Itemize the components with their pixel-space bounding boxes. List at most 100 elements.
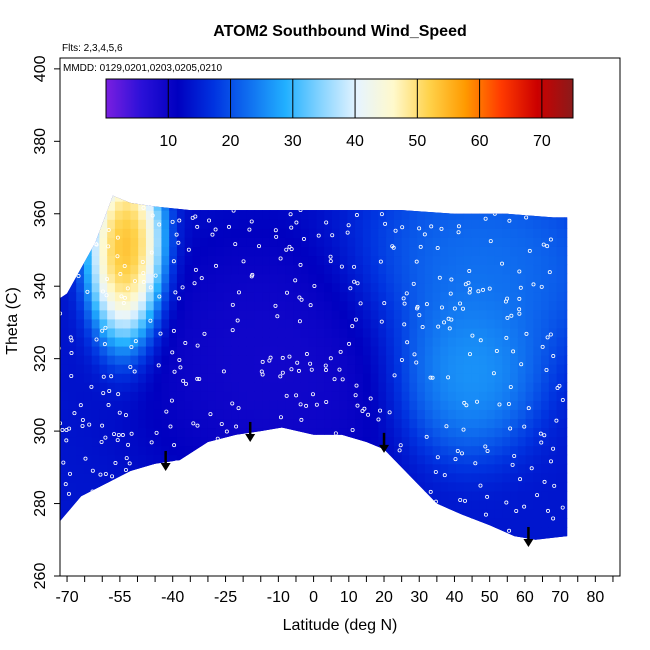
field-cell [99,499,108,510]
observation-point [424,302,429,307]
field-cell [60,255,70,266]
field-cell [184,195,194,202]
field-cell [277,499,287,510]
field-cell [316,327,325,338]
y-tick-label: 320 [32,345,49,372]
field-cell [238,291,248,302]
field-cell [300,518,310,528]
field-cell [556,499,565,510]
observation-point [350,324,355,329]
x-tick-label: -55 [108,589,131,606]
field-cell [424,300,434,311]
field-cell [138,345,147,356]
field-cell [355,463,364,474]
observation-point [524,215,529,220]
field-cell [91,481,101,492]
field-cell [495,183,503,193]
field-cell [138,336,147,347]
field-cell [215,246,225,257]
field-cell [231,472,240,483]
field-cell [107,219,116,229]
field-cell [347,472,356,483]
field-cell [533,545,541,555]
field-cell [161,508,170,519]
field-cell [339,436,348,447]
field-cell [355,391,364,401]
field-cell [254,436,263,447]
field-cell [215,219,225,229]
field-cell [378,373,387,383]
field-cell [510,273,519,284]
field-cell [502,418,511,429]
field-cell [455,382,465,392]
field-cell [308,481,318,492]
field-cell [107,454,116,465]
field-cell [370,219,379,229]
field-cell [471,481,480,492]
field-cell [114,219,124,229]
field-cell [533,255,542,266]
field-cell [386,345,395,356]
field-cell [169,255,178,266]
field-cell [548,282,558,293]
field-cell [184,336,194,347]
field-cell [355,409,364,420]
field-cell [556,409,565,420]
field-cell [161,391,170,401]
observation-point [378,259,383,264]
down-arrow-marker [160,450,171,471]
field-cell [200,409,209,420]
field-cell [114,508,124,519]
field-cell [114,345,124,356]
field-cell [564,463,568,474]
field-cell [231,454,240,465]
observation-point [345,230,350,235]
field-cell [355,336,364,347]
field-cell [200,391,209,401]
observation-point [347,341,352,346]
field-cell [161,490,170,501]
field-cell [502,327,511,338]
field-cell [494,255,503,266]
field-cell [76,364,85,374]
field-cell [455,355,465,365]
field-cell [548,355,558,365]
field-cell [99,210,108,220]
field-cell [176,445,186,456]
field-cell [192,409,201,420]
field-cell [76,255,85,266]
field-cell [161,536,170,540]
field-cell [301,545,309,555]
field-cell [316,264,325,275]
arrow-markers [160,421,534,548]
field-cell [223,481,232,492]
field-cell [269,418,279,429]
field-cell [60,536,70,540]
field-cell [541,418,550,429]
field-cell [378,291,387,302]
field-cell [91,300,101,311]
field-cell [572,482,580,492]
field-cell [192,201,201,211]
field-cell [153,246,163,257]
field-cell [145,463,155,474]
observation-point [249,219,254,224]
observation-point [439,226,444,231]
observation-point [260,507,265,512]
observation-point [511,349,516,354]
observation-point [144,527,149,532]
field-cell [277,463,287,474]
field-cell [99,264,108,275]
observation-point [268,505,273,510]
field-cell [99,536,108,540]
field-cell [448,481,457,492]
field-cell [548,195,558,202]
observation-point [123,413,128,418]
field-cell [277,228,287,238]
field-cell [278,545,286,555]
field-cell [409,445,418,456]
field-cell [262,518,271,528]
observation-point [170,219,175,224]
field-cell [192,536,201,540]
field-cell [138,183,146,193]
